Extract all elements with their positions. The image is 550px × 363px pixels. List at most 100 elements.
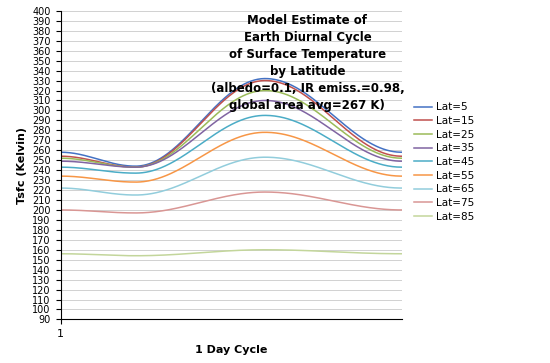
Lat=55 bbox=[261, 130, 268, 135]
Lat=35 bbox=[133, 165, 139, 169]
Lat=55 bbox=[262, 130, 269, 135]
Lat=65 bbox=[268, 155, 275, 160]
Lat=85 bbox=[347, 250, 354, 255]
Lat=55 bbox=[398, 174, 405, 178]
Lat=5 bbox=[347, 127, 354, 131]
Line: Lat=85: Lat=85 bbox=[60, 250, 402, 256]
Lat=35 bbox=[398, 159, 405, 163]
Lat=75 bbox=[268, 190, 275, 194]
Lat=25 bbox=[398, 156, 405, 160]
Lat=35 bbox=[58, 159, 65, 163]
Lat=75 bbox=[133, 211, 139, 215]
Line: Lat=75: Lat=75 bbox=[60, 192, 402, 213]
Lat=75 bbox=[347, 202, 354, 207]
Lat=55 bbox=[57, 174, 64, 178]
Lat=25 bbox=[262, 88, 269, 93]
Lat=85 bbox=[398, 252, 405, 256]
Lat=85 bbox=[268, 248, 275, 252]
Lat=45 bbox=[133, 171, 139, 175]
Lat=85 bbox=[368, 251, 375, 256]
Lat=25 bbox=[261, 88, 268, 93]
Lat=35 bbox=[268, 99, 275, 103]
Lat=65 bbox=[347, 176, 354, 181]
Lat=35 bbox=[57, 159, 64, 163]
Lat=85 bbox=[260, 248, 267, 252]
Lat=15 bbox=[268, 79, 275, 83]
Lat=35 bbox=[260, 98, 267, 103]
Lat=15 bbox=[398, 154, 405, 158]
Line: Lat=15: Lat=15 bbox=[60, 81, 402, 167]
Lat=65 bbox=[260, 155, 267, 159]
Lat=85 bbox=[133, 254, 139, 258]
Lat=55 bbox=[58, 174, 65, 178]
Lat=45 bbox=[347, 149, 354, 153]
Lat=55 bbox=[347, 160, 354, 165]
Line: Lat=25: Lat=25 bbox=[60, 90, 402, 167]
Line: Lat=45: Lat=45 bbox=[60, 115, 402, 173]
Lat=15 bbox=[260, 78, 267, 83]
Line: Lat=5: Lat=5 bbox=[60, 78, 402, 166]
Lat=15 bbox=[368, 146, 375, 150]
Lat=15 bbox=[347, 131, 354, 135]
Lat=75 bbox=[260, 190, 267, 194]
Lat=45 bbox=[261, 113, 268, 118]
Lat=45 bbox=[260, 113, 267, 118]
Lat=25 bbox=[347, 135, 354, 139]
Lat=5 bbox=[261, 76, 268, 81]
Lat=25 bbox=[133, 165, 139, 169]
Lat=5 bbox=[57, 150, 64, 154]
Lat=65 bbox=[133, 193, 139, 197]
Text: Model Estimate of
Earth Diurnal Cycle
of Surface Temperature
by Latitude
(albedo: Model Estimate of Earth Diurnal Cycle of… bbox=[211, 14, 404, 112]
Lat=55 bbox=[260, 130, 267, 135]
Lat=75 bbox=[262, 190, 269, 194]
Lat=5 bbox=[398, 150, 405, 154]
Lat=65 bbox=[368, 183, 375, 187]
Lat=35 bbox=[368, 152, 375, 156]
Lat=35 bbox=[261, 98, 268, 103]
Lat=65 bbox=[57, 186, 64, 190]
Lat=85 bbox=[262, 248, 269, 252]
Lat=25 bbox=[57, 156, 64, 160]
Lat=5 bbox=[133, 164, 139, 168]
Lat=55 bbox=[268, 130, 275, 135]
Lat=35 bbox=[262, 98, 269, 103]
Line: Lat=65: Lat=65 bbox=[60, 157, 402, 195]
Lat=5 bbox=[262, 76, 269, 81]
Lat=75 bbox=[368, 206, 375, 210]
Lat=55 bbox=[133, 180, 139, 184]
Lat=15 bbox=[262, 78, 269, 83]
Lat=25 bbox=[260, 88, 267, 93]
Lat=45 bbox=[368, 159, 375, 163]
X-axis label: 1 Day Cycle: 1 Day Cycle bbox=[195, 345, 267, 355]
Lat=75 bbox=[57, 208, 64, 212]
Lat=45 bbox=[398, 165, 405, 169]
Lat=85 bbox=[58, 252, 65, 256]
Lat=15 bbox=[261, 78, 268, 83]
Lat=5 bbox=[260, 77, 267, 81]
Lat=15 bbox=[58, 154, 65, 158]
Lat=35 bbox=[347, 140, 354, 144]
Lat=85 bbox=[57, 252, 64, 256]
Line: Lat=55: Lat=55 bbox=[60, 132, 402, 182]
Lat=85 bbox=[261, 248, 268, 252]
Lat=5 bbox=[368, 142, 375, 146]
Lat=5 bbox=[268, 77, 275, 81]
Lat=65 bbox=[398, 186, 405, 190]
Lat=15 bbox=[133, 165, 139, 169]
Lat=65 bbox=[261, 155, 268, 159]
Lat=45 bbox=[58, 165, 65, 169]
Lat=15 bbox=[57, 154, 64, 158]
Lat=45 bbox=[57, 165, 64, 169]
Lat=25 bbox=[58, 156, 65, 160]
Lat=55 bbox=[368, 169, 375, 174]
Lat=75 bbox=[58, 208, 65, 212]
Lat=65 bbox=[58, 186, 65, 190]
Lat=75 bbox=[398, 208, 405, 212]
Lat=45 bbox=[268, 114, 275, 118]
Lat=65 bbox=[262, 155, 269, 159]
Lat=45 bbox=[262, 113, 269, 118]
Y-axis label: Tsfc (Kelvin): Tsfc (Kelvin) bbox=[16, 127, 26, 204]
Line: Lat=35: Lat=35 bbox=[60, 101, 402, 167]
Legend: Lat=5, Lat=15, Lat=25, Lat=35, Lat=45, Lat=55, Lat=65, Lat=75, Lat=85: Lat=5, Lat=15, Lat=25, Lat=35, Lat=45, L… bbox=[414, 102, 475, 222]
Lat=25 bbox=[368, 148, 375, 153]
